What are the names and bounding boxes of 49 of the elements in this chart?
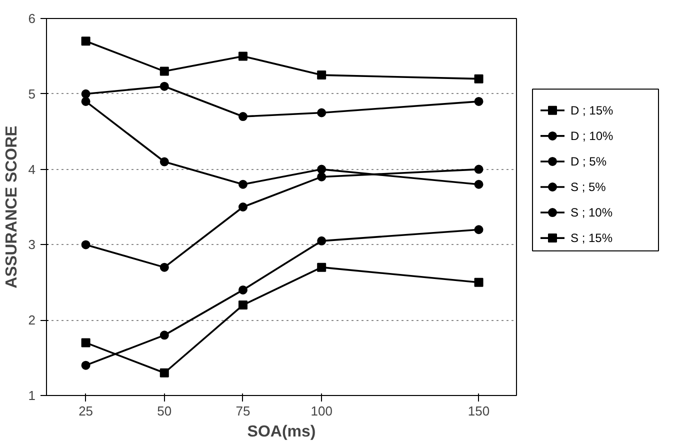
point — [81, 360, 90, 370]
point — [317, 172, 326, 182]
point — [81, 338, 90, 348]
point — [238, 52, 248, 61]
point — [81, 240, 90, 250]
y-tick-label: 1 — [28, 388, 36, 403]
y-tick-label: 2 — [28, 312, 36, 328]
y-tick-label: 3 — [28, 237, 36, 252]
point — [160, 66, 169, 76]
point — [474, 74, 484, 84]
point — [160, 157, 169, 166]
point — [474, 96, 484, 106]
point — [474, 180, 484, 189]
legend-label: S ; 10% — [570, 206, 613, 220]
legend-label: S ; 5% — [570, 180, 606, 194]
point — [317, 164, 326, 174]
point — [238, 202, 248, 212]
legend-label: D ; 15% — [570, 103, 614, 118]
point — [160, 368, 169, 378]
point — [160, 82, 169, 91]
point — [238, 112, 248, 122]
point — [81, 36, 90, 46]
point — [81, 96, 90, 106]
legend-label: D ; 5% — [570, 154, 607, 168]
x-tick-label: 50 — [157, 404, 172, 418]
point — [238, 300, 248, 310]
y-tick-label: 4 — [28, 162, 36, 177]
y-axis-title: ASSURANCE SCORE — [3, 125, 20, 288]
y-tick-label: 5 — [28, 86, 36, 102]
legend-label: S ; 15% — [570, 231, 613, 246]
point — [474, 278, 484, 287]
x-tick-label: 75 — [236, 404, 250, 418]
point — [317, 262, 326, 272]
x-tick-label: 100 — [310, 404, 332, 418]
y-tick-label: 6 — [28, 11, 36, 26]
point — [474, 164, 484, 174]
x-axis-title: SOA(ms) — [247, 424, 316, 440]
legend-label: D ; 10% — [570, 128, 614, 143]
point — [160, 330, 169, 340]
x-tick-label: 25 — [78, 404, 94, 418]
point — [160, 262, 169, 272]
point — [81, 89, 90, 98]
point — [238, 180, 248, 189]
x-tick-label: 150 — [468, 404, 490, 418]
point — [238, 285, 248, 294]
point — [474, 225, 484, 234]
point — [317, 236, 326, 246]
point — [317, 70, 326, 80]
point — [317, 108, 326, 118]
